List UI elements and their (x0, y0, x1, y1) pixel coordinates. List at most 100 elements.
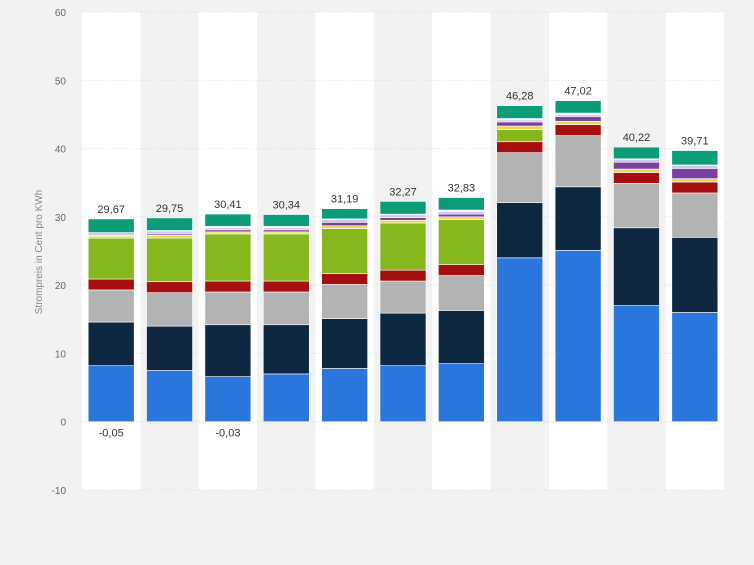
bar-segment (496, 257, 544, 423)
bar-segment (671, 165, 719, 169)
bar-segment (204, 233, 252, 282)
bar-segment (87, 365, 135, 423)
bar-segment (204, 324, 252, 377)
total-label: 32,27 (389, 186, 417, 198)
bar-segment (554, 116, 602, 122)
bar-segment (321, 225, 368, 229)
bar-segment (379, 269, 427, 282)
bar-segment (379, 365, 427, 423)
bar-segment (671, 237, 719, 313)
bar-segment (438, 264, 485, 276)
bar-segment (438, 211, 485, 215)
bar-segment (671, 178, 719, 183)
bar-segment (438, 275, 485, 311)
bar-segment (438, 216, 485, 220)
bar-segment (496, 121, 544, 127)
bar-segment (438, 197, 485, 211)
bar-segment (671, 312, 719, 423)
bar-segment (87, 218, 135, 233)
bar-segment (204, 229, 252, 233)
bar-segment (146, 281, 193, 293)
bar-segment (554, 114, 602, 117)
bar-segment (146, 292, 193, 327)
bar-segment (262, 291, 310, 326)
bar-segment (87, 278, 135, 291)
bar-segment (438, 213, 485, 218)
bar-segment (87, 289, 135, 323)
total-label: 30,41 (214, 199, 242, 211)
bar-segment (146, 217, 193, 231)
bar-segment (87, 321, 135, 367)
bar-segment (204, 291, 252, 326)
bar-segment (262, 324, 310, 375)
bar-segment (554, 100, 602, 114)
bar-segment (262, 227, 310, 231)
bar-segment (554, 186, 602, 251)
bar-segment (671, 168, 719, 179)
bar-segment (87, 232, 135, 236)
bar-segment (496, 202, 544, 259)
bar-segment (146, 234, 193, 239)
negative-value-label: -0,03 (215, 428, 240, 440)
bar-segment (613, 146, 660, 160)
bar-segment (321, 228, 368, 274)
total-label: 29,75 (156, 203, 184, 215)
y-tick-label: 60 (55, 8, 67, 19)
bar-segment (321, 284, 368, 319)
bar-segment (671, 192, 719, 238)
bar-segment (613, 159, 660, 163)
bar-segment (321, 273, 368, 285)
bar-segment (671, 181, 719, 194)
bar-segment (496, 125, 544, 130)
y-tick-label: 20 (55, 281, 67, 292)
bar-segment (262, 214, 310, 227)
y-axis: 60 50 40 30 20 10 0 -10 (52, 8, 67, 497)
bar-segment (262, 231, 310, 235)
total-label: 40,22 (623, 132, 651, 144)
bar-segment (146, 237, 193, 283)
bar-segment (554, 120, 602, 125)
bar-segment (321, 368, 368, 423)
negative-value-label: -0,05 (99, 428, 124, 440)
bar-segment (554, 250, 602, 423)
bars (87, 100, 719, 423)
y-tick-label: 50 (55, 76, 67, 87)
bar-segment (554, 135, 602, 188)
bar-segment (613, 183, 660, 229)
bar-segment (146, 230, 193, 235)
bar-segment (204, 213, 252, 227)
bar-segment (379, 217, 427, 221)
bar-segment (496, 129, 544, 143)
bar-segment (496, 141, 544, 153)
bar-segment (613, 305, 660, 423)
bar-segment (613, 168, 660, 173)
bar-segment (321, 208, 368, 220)
total-label: 30,34 (273, 200, 301, 212)
bar-segment (204, 227, 252, 231)
bar-segment (204, 231, 252, 235)
bar-segment (146, 325, 193, 371)
bar-segment (613, 172, 660, 184)
bar-segment (438, 363, 485, 423)
bar-segment (496, 105, 544, 119)
total-label: 31,19 (331, 194, 359, 206)
total-label: 32,83 (448, 183, 476, 195)
bar-segment (379, 201, 427, 215)
bar-segment (379, 222, 427, 271)
bar-segment (87, 237, 135, 280)
y-axis-title: Strompreis in Cent pro KWh (34, 190, 45, 315)
bar-segment (321, 222, 368, 227)
bar-segment (87, 235, 135, 239)
bar-segment (496, 152, 544, 203)
y-tick-label: -10 (52, 486, 67, 497)
bar-segment (379, 280, 427, 314)
bar-segment (379, 219, 427, 224)
bar-segment (554, 124, 602, 136)
bar-segment (262, 233, 310, 282)
bar-segment (613, 161, 660, 170)
bar-segment (671, 150, 719, 166)
bar-segment (379, 312, 427, 367)
bar-segment (262, 373, 310, 423)
